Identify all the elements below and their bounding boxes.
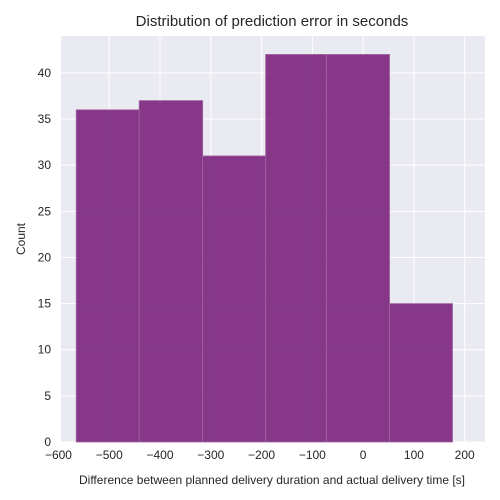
histogram-bar [202,155,267,443]
y-axis-label: Count [14,222,28,255]
y-tick-label: 20 [38,250,52,264]
chart-title: Distribution of prediction error in seco… [136,13,409,30]
x-axis-ticks: −600 −500 −400 −300 −200 −100 0 100 200 [45,448,475,462]
histogram-bar [326,54,390,443]
x-tick-label: −500 [96,448,123,462]
x-tick-label: −100 [299,448,326,462]
histogram-bars [75,54,453,443]
y-axis-ticks: 0 5 10 15 20 25 30 35 40 [38,66,52,449]
x-tick-label: −600 [45,448,72,462]
y-tick-label: 10 [38,343,52,357]
x-tick-label: −300 [197,448,224,462]
histogram-bar [389,303,453,443]
y-tick-label: 35 [38,112,52,126]
x-tick-label: −200 [248,448,275,462]
y-tick-label: 40 [38,66,52,80]
histogram-bar [75,109,140,443]
y-tick-label: 25 [38,204,52,218]
x-tick-label: 0 [360,448,367,462]
x-tick-label: 200 [455,448,475,462]
x-tick-label: 100 [404,448,424,462]
y-tick-label: 5 [44,389,51,403]
histogram-bar [138,100,204,443]
y-tick-label: 15 [38,297,52,311]
y-tick-label: 30 [38,158,52,172]
histogram-bar [265,54,327,443]
x-tick-label: −400 [147,448,174,462]
y-tick-label: 0 [44,435,51,449]
x-axis-label: Difference between planned delivery dura… [79,473,465,487]
